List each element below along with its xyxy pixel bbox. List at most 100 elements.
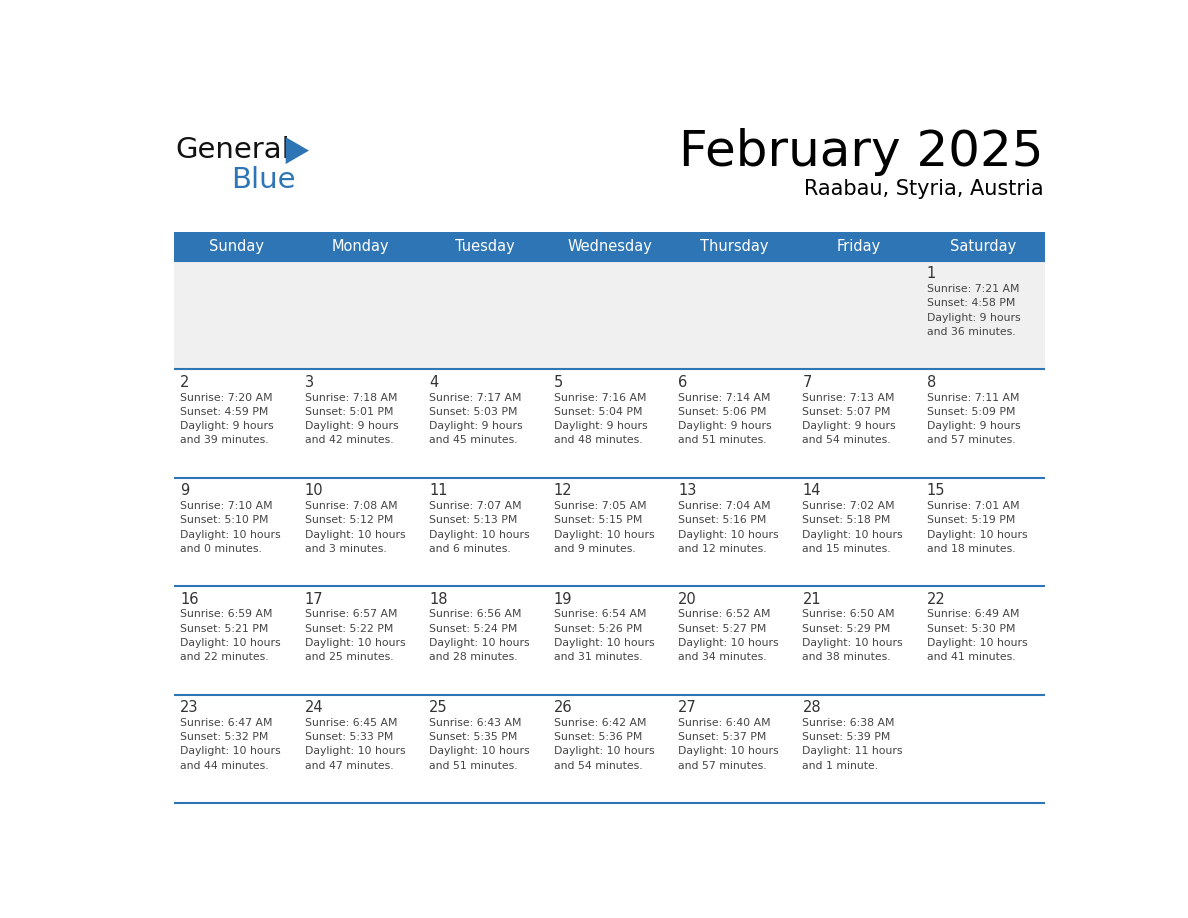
Text: Sunset: 5:36 PM: Sunset: 5:36 PM (554, 732, 642, 742)
Text: Sunset: 5:01 PM: Sunset: 5:01 PM (304, 407, 393, 417)
Text: February 2025: February 2025 (680, 128, 1043, 176)
Text: Daylight: 10 hours: Daylight: 10 hours (927, 638, 1028, 648)
Text: and 47 minutes.: and 47 minutes. (304, 761, 393, 770)
Text: Sunrise: 7:10 AM: Sunrise: 7:10 AM (181, 501, 273, 511)
Text: Sunset: 5:35 PM: Sunset: 5:35 PM (429, 732, 518, 742)
Text: Sunset: 4:59 PM: Sunset: 4:59 PM (181, 407, 268, 417)
Text: Daylight: 9 hours: Daylight: 9 hours (927, 313, 1020, 322)
Text: Sunrise: 6:50 AM: Sunrise: 6:50 AM (802, 610, 895, 620)
Text: Daylight: 10 hours: Daylight: 10 hours (554, 638, 655, 648)
Text: and 15 minutes.: and 15 minutes. (802, 543, 891, 554)
Text: 14: 14 (802, 483, 821, 498)
Text: and 51 minutes.: and 51 minutes. (429, 761, 518, 770)
Text: 23: 23 (181, 700, 198, 715)
Text: 25: 25 (429, 700, 448, 715)
Text: Sunset: 5:13 PM: Sunset: 5:13 PM (429, 515, 518, 525)
Text: Sunset: 5:19 PM: Sunset: 5:19 PM (927, 515, 1016, 525)
Text: Sunset: 5:21 PM: Sunset: 5:21 PM (181, 623, 268, 633)
Text: and 9 minutes.: and 9 minutes. (554, 543, 636, 554)
Text: Sunset: 4:58 PM: Sunset: 4:58 PM (927, 298, 1016, 308)
Text: and 12 minutes.: and 12 minutes. (678, 543, 766, 554)
Text: Daylight: 10 hours: Daylight: 10 hours (181, 746, 280, 756)
Text: 7: 7 (802, 375, 811, 390)
Text: Sunset: 5:16 PM: Sunset: 5:16 PM (678, 515, 766, 525)
Text: and 34 minutes.: and 34 minutes. (678, 652, 766, 662)
Text: Daylight: 9 hours: Daylight: 9 hours (927, 421, 1020, 431)
Text: Sunset: 5:33 PM: Sunset: 5:33 PM (304, 732, 393, 742)
Text: Monday: Monday (331, 239, 390, 254)
Text: Raabau, Styria, Austria: Raabau, Styria, Austria (804, 179, 1043, 199)
Text: and 28 minutes.: and 28 minutes. (429, 652, 518, 662)
Bar (672, 232, 796, 261)
Text: Sunrise: 7:01 AM: Sunrise: 7:01 AM (927, 501, 1019, 511)
Text: 15: 15 (927, 483, 946, 498)
Bar (423, 232, 548, 261)
Text: and 1 minute.: and 1 minute. (802, 761, 879, 770)
Text: and 42 minutes.: and 42 minutes. (304, 435, 393, 445)
Text: Daylight: 9 hours: Daylight: 9 hours (554, 421, 647, 431)
Text: Sunrise: 6:59 AM: Sunrise: 6:59 AM (181, 610, 273, 620)
Text: Sunset: 5:07 PM: Sunset: 5:07 PM (802, 407, 891, 417)
Text: Sunrise: 7:08 AM: Sunrise: 7:08 AM (304, 501, 397, 511)
Text: Daylight: 9 hours: Daylight: 9 hours (429, 421, 523, 431)
Text: Sunset: 5:04 PM: Sunset: 5:04 PM (554, 407, 642, 417)
Text: Sunrise: 6:45 AM: Sunrise: 6:45 AM (304, 718, 397, 728)
Text: Sunset: 5:39 PM: Sunset: 5:39 PM (802, 732, 891, 742)
Text: 18: 18 (429, 592, 448, 607)
Text: 9: 9 (181, 483, 190, 498)
Text: 22: 22 (927, 592, 946, 607)
Text: Daylight: 9 hours: Daylight: 9 hours (678, 421, 772, 431)
Text: Sunrise: 6:57 AM: Sunrise: 6:57 AM (304, 610, 397, 620)
Text: and 41 minutes.: and 41 minutes. (927, 652, 1016, 662)
Text: Sunrise: 7:16 AM: Sunrise: 7:16 AM (554, 393, 646, 403)
Text: Sunrise: 6:49 AM: Sunrise: 6:49 AM (927, 610, 1019, 620)
Polygon shape (285, 137, 309, 164)
Text: Daylight: 10 hours: Daylight: 10 hours (304, 530, 405, 540)
Text: and 31 minutes.: and 31 minutes. (554, 652, 643, 662)
Text: and 45 minutes.: and 45 minutes. (429, 435, 518, 445)
Text: Sunrise: 7:11 AM: Sunrise: 7:11 AM (927, 393, 1019, 403)
Text: Daylight: 10 hours: Daylight: 10 hours (181, 638, 280, 648)
Text: Sunset: 5:03 PM: Sunset: 5:03 PM (429, 407, 518, 417)
Text: Sunrise: 7:21 AM: Sunrise: 7:21 AM (927, 285, 1019, 294)
Text: 20: 20 (678, 592, 697, 607)
Text: 1: 1 (927, 266, 936, 282)
Text: Daylight: 10 hours: Daylight: 10 hours (429, 530, 530, 540)
Text: 11: 11 (429, 483, 448, 498)
Bar (175, 695, 1045, 803)
Text: 24: 24 (304, 700, 323, 715)
Text: Daylight: 10 hours: Daylight: 10 hours (802, 638, 903, 648)
Text: Daylight: 10 hours: Daylight: 10 hours (678, 530, 778, 540)
Text: 3: 3 (304, 375, 314, 390)
Text: Daylight: 9 hours: Daylight: 9 hours (181, 421, 274, 431)
Text: Sunrise: 7:20 AM: Sunrise: 7:20 AM (181, 393, 273, 403)
Text: 4: 4 (429, 375, 438, 390)
Text: Sunday: Sunday (209, 239, 264, 254)
Bar (921, 232, 1045, 261)
Text: Sunrise: 7:07 AM: Sunrise: 7:07 AM (429, 501, 522, 511)
Text: Sunrise: 6:42 AM: Sunrise: 6:42 AM (554, 718, 646, 728)
Bar (298, 232, 423, 261)
Bar (175, 587, 1045, 695)
Text: Sunset: 5:30 PM: Sunset: 5:30 PM (927, 623, 1016, 633)
Text: 2: 2 (181, 375, 190, 390)
Text: Sunrise: 6:56 AM: Sunrise: 6:56 AM (429, 610, 522, 620)
Text: 6: 6 (678, 375, 688, 390)
Text: Sunset: 5:24 PM: Sunset: 5:24 PM (429, 623, 518, 633)
Text: Daylight: 10 hours: Daylight: 10 hours (304, 638, 405, 648)
Text: Sunrise: 7:04 AM: Sunrise: 7:04 AM (678, 501, 771, 511)
Text: Daylight: 10 hours: Daylight: 10 hours (429, 638, 530, 648)
Text: Sunrise: 6:52 AM: Sunrise: 6:52 AM (678, 610, 771, 620)
Text: and 51 minutes.: and 51 minutes. (678, 435, 766, 445)
Text: 8: 8 (927, 375, 936, 390)
Text: Blue: Blue (232, 166, 296, 195)
Text: 26: 26 (554, 700, 573, 715)
Text: 5: 5 (554, 375, 563, 390)
Text: and 3 minutes.: and 3 minutes. (304, 543, 386, 554)
Text: Daylight: 10 hours: Daylight: 10 hours (429, 746, 530, 756)
Text: Sunrise: 7:17 AM: Sunrise: 7:17 AM (429, 393, 522, 403)
Text: 16: 16 (181, 592, 198, 607)
Text: Sunrise: 6:43 AM: Sunrise: 6:43 AM (429, 718, 522, 728)
Text: Daylight: 10 hours: Daylight: 10 hours (927, 530, 1028, 540)
Text: and 57 minutes.: and 57 minutes. (678, 761, 766, 770)
